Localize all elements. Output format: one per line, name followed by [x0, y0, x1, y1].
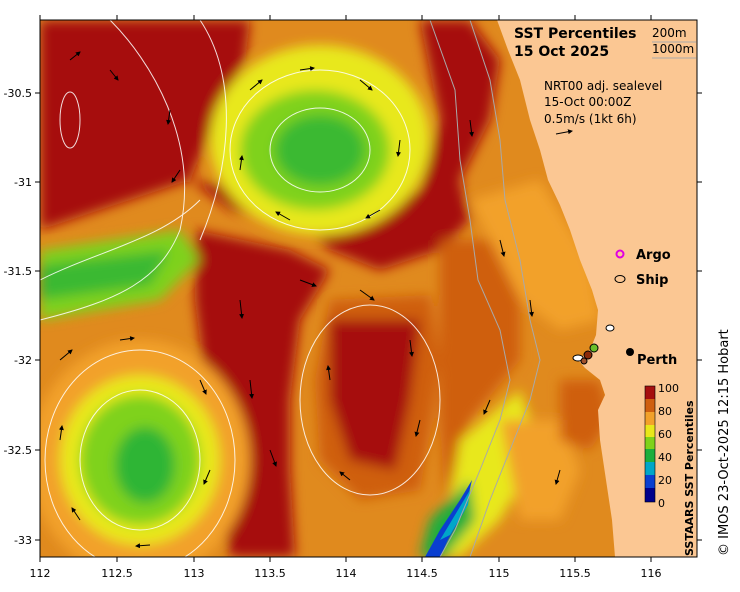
x-tick-label: 112.5 — [101, 567, 133, 580]
colorbar-tick-100: 100 — [658, 382, 679, 395]
datetime-label: 15-Oct 00:00Z — [544, 95, 631, 109]
isobath-1000m-label: 1000m — [652, 42, 694, 56]
y-tick-label: -31 — [14, 176, 32, 189]
y-axis-ticks — [35, 92, 702, 541]
y-tick-label: -31.5 — [4, 265, 32, 278]
colorbar-tick-60: 60 — [658, 428, 672, 441]
x-tick-label: 116 — [641, 567, 662, 580]
vector-scale-arrow — [555, 129, 573, 135]
ssh-contours — [40, 20, 441, 557]
argo-label: Argo — [636, 248, 671, 263]
product-label: NRT00 adj. sealevel — [544, 79, 662, 93]
observation-markers — [572, 324, 615, 365]
plot-frame — [39, 19, 698, 558]
colorbar-tick-20: 20 — [658, 474, 672, 487]
colorbar-tick-0: 0 — [658, 497, 665, 510]
y-tick-label: -32.5 — [4, 444, 32, 457]
isobaths — [429, 20, 541, 557]
x-axis-ticks — [39, 15, 652, 562]
map-date: 15 Oct 2025 — [514, 44, 609, 60]
argo-marker — [615, 249, 625, 259]
vector-scale-label: 0.5m/s (1kt 6h) — [544, 112, 637, 126]
x-tick-label: 113.5 — [254, 567, 286, 580]
ship-marker — [614, 275, 626, 283]
city-label: Perth — [637, 353, 677, 368]
colorbar-tick-40: 40 — [658, 451, 672, 464]
x-tick-label: 113 — [184, 567, 205, 580]
isobath-200m-label: 200m — [652, 26, 687, 40]
y-tick-label: -32 — [14, 354, 32, 367]
x-tick-label: 112 — [30, 567, 51, 580]
colorbar — [644, 385, 656, 503]
x-tick-label: 114.5 — [406, 567, 438, 580]
ship-label: Ship — [636, 273, 668, 288]
credit-label: © IMOS 23-Oct-2025 12:15 Hobart — [717, 329, 732, 556]
colorbar-tick-80: 80 — [658, 405, 672, 418]
x-tick-label: 115 — [489, 567, 510, 580]
map-title: SST Percentiles — [514, 26, 637, 42]
x-tick-label: 115.5 — [559, 567, 591, 580]
perth-marker — [626, 348, 634, 356]
colorbar-label: SSTAARS SST Percentiles — [683, 400, 696, 556]
y-tick-label: -30.5 — [4, 87, 32, 100]
x-tick-label: 114 — [336, 567, 357, 580]
current-vectors — [58, 51, 561, 549]
y-tick-label: -33 — [14, 534, 32, 547]
